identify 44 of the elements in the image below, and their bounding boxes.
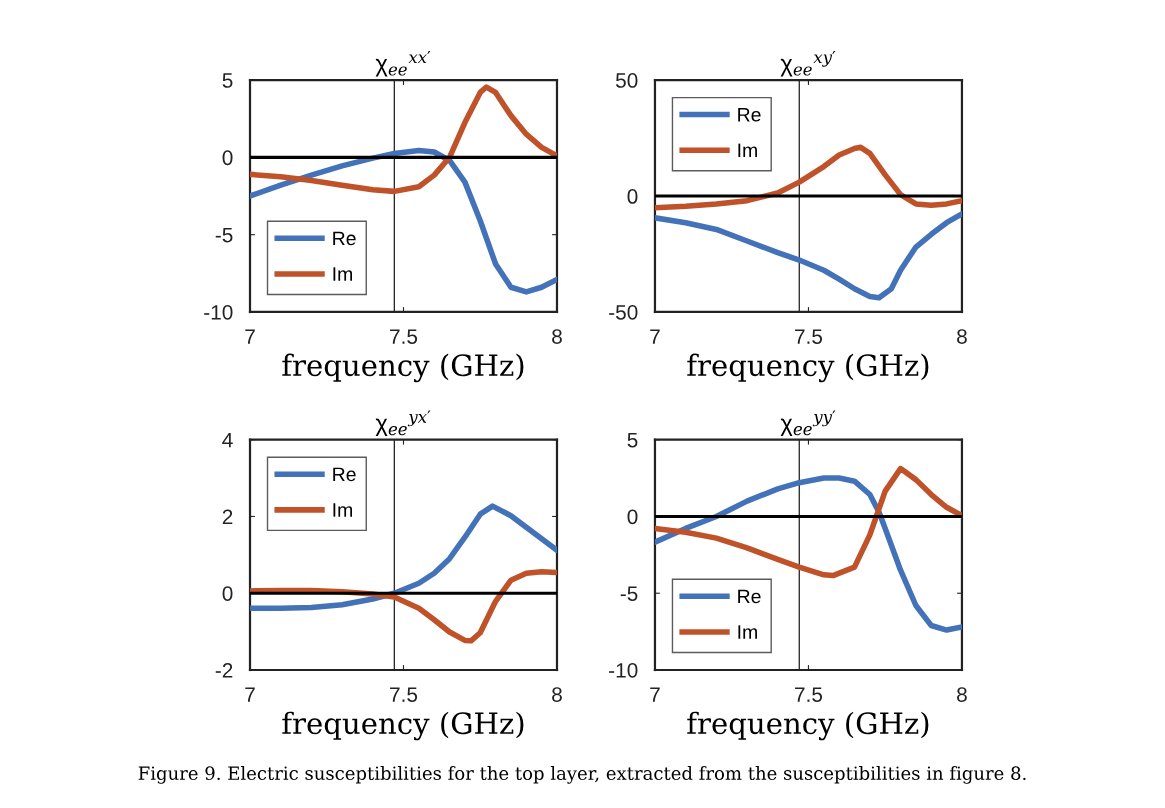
x-tick-label: 7.5 <box>795 329 823 344</box>
x-tick-label: 7 <box>245 329 255 344</box>
y-tick-label: 5 <box>222 73 233 88</box>
legend-label: Re <box>333 231 356 246</box>
y-tick-label: 0 <box>627 189 638 204</box>
chart-title: χ$_{ee}$$^{xx′}$ <box>375 50 431 77</box>
y-tick-label: -5 <box>215 227 233 243</box>
x-tick-label: 8 <box>957 687 967 702</box>
y-tick-label: -10 <box>204 304 233 320</box>
x-axis-title: frequency (GHz) <box>687 711 929 741</box>
x-axis-title: frequency (GHz) <box>282 711 524 741</box>
legend-label: Im <box>738 625 757 639</box>
x-tick-label: 8 <box>552 329 562 344</box>
y-tick-label: 5 <box>627 432 638 448</box>
y-tick-label: 0 <box>222 150 233 166</box>
x-tick-label: 7 <box>650 687 660 702</box>
legend-label: Im <box>738 143 757 158</box>
y-tick-label: 4 <box>222 432 233 448</box>
legend-label: Im <box>333 503 352 517</box>
x-tick-label: 7.5 <box>390 329 418 344</box>
caption: Figure 9. Electric susceptibilities for the top layer, extracted from the susceptibilities in figure 8. <box>138 766 1026 784</box>
y-tick-label: 2 <box>222 509 233 525</box>
x-tick-label: 8 <box>957 329 967 344</box>
chart-title: χ$_{ee}$$^{yx′}$ <box>375 410 431 437</box>
x-tick-label: 7.5 <box>390 687 418 702</box>
x-tick-label: 7.5 <box>795 687 823 702</box>
y-tick-label: 0 <box>627 509 638 525</box>
x-tick-label: 8 <box>552 687 562 702</box>
legend-label: Im <box>333 267 352 281</box>
x-tick-label: 7 <box>245 687 255 702</box>
y-tick-label: 0 <box>222 586 233 601</box>
chart-title: χ$_{ee}$$^{yy′}$ <box>780 410 836 437</box>
y-tick-label: 50 <box>615 73 638 88</box>
x-axis-title: frequency (GHz) <box>687 353 929 383</box>
y-tick-label: -50 <box>609 304 638 320</box>
y-tick-label: -2 <box>215 662 233 678</box>
chart-title: χ$_{ee}$$^{xy′}$ <box>780 50 836 77</box>
y-tick-label: -5 <box>620 586 638 601</box>
legend-label: Re <box>738 589 761 604</box>
legend-label: Re <box>738 108 761 122</box>
legend-label: Re <box>333 467 356 482</box>
x-tick-label: 7 <box>650 329 660 344</box>
y-tick-label: -10 <box>609 662 638 678</box>
x-axis-title: frequency (GHz) <box>282 353 524 383</box>
